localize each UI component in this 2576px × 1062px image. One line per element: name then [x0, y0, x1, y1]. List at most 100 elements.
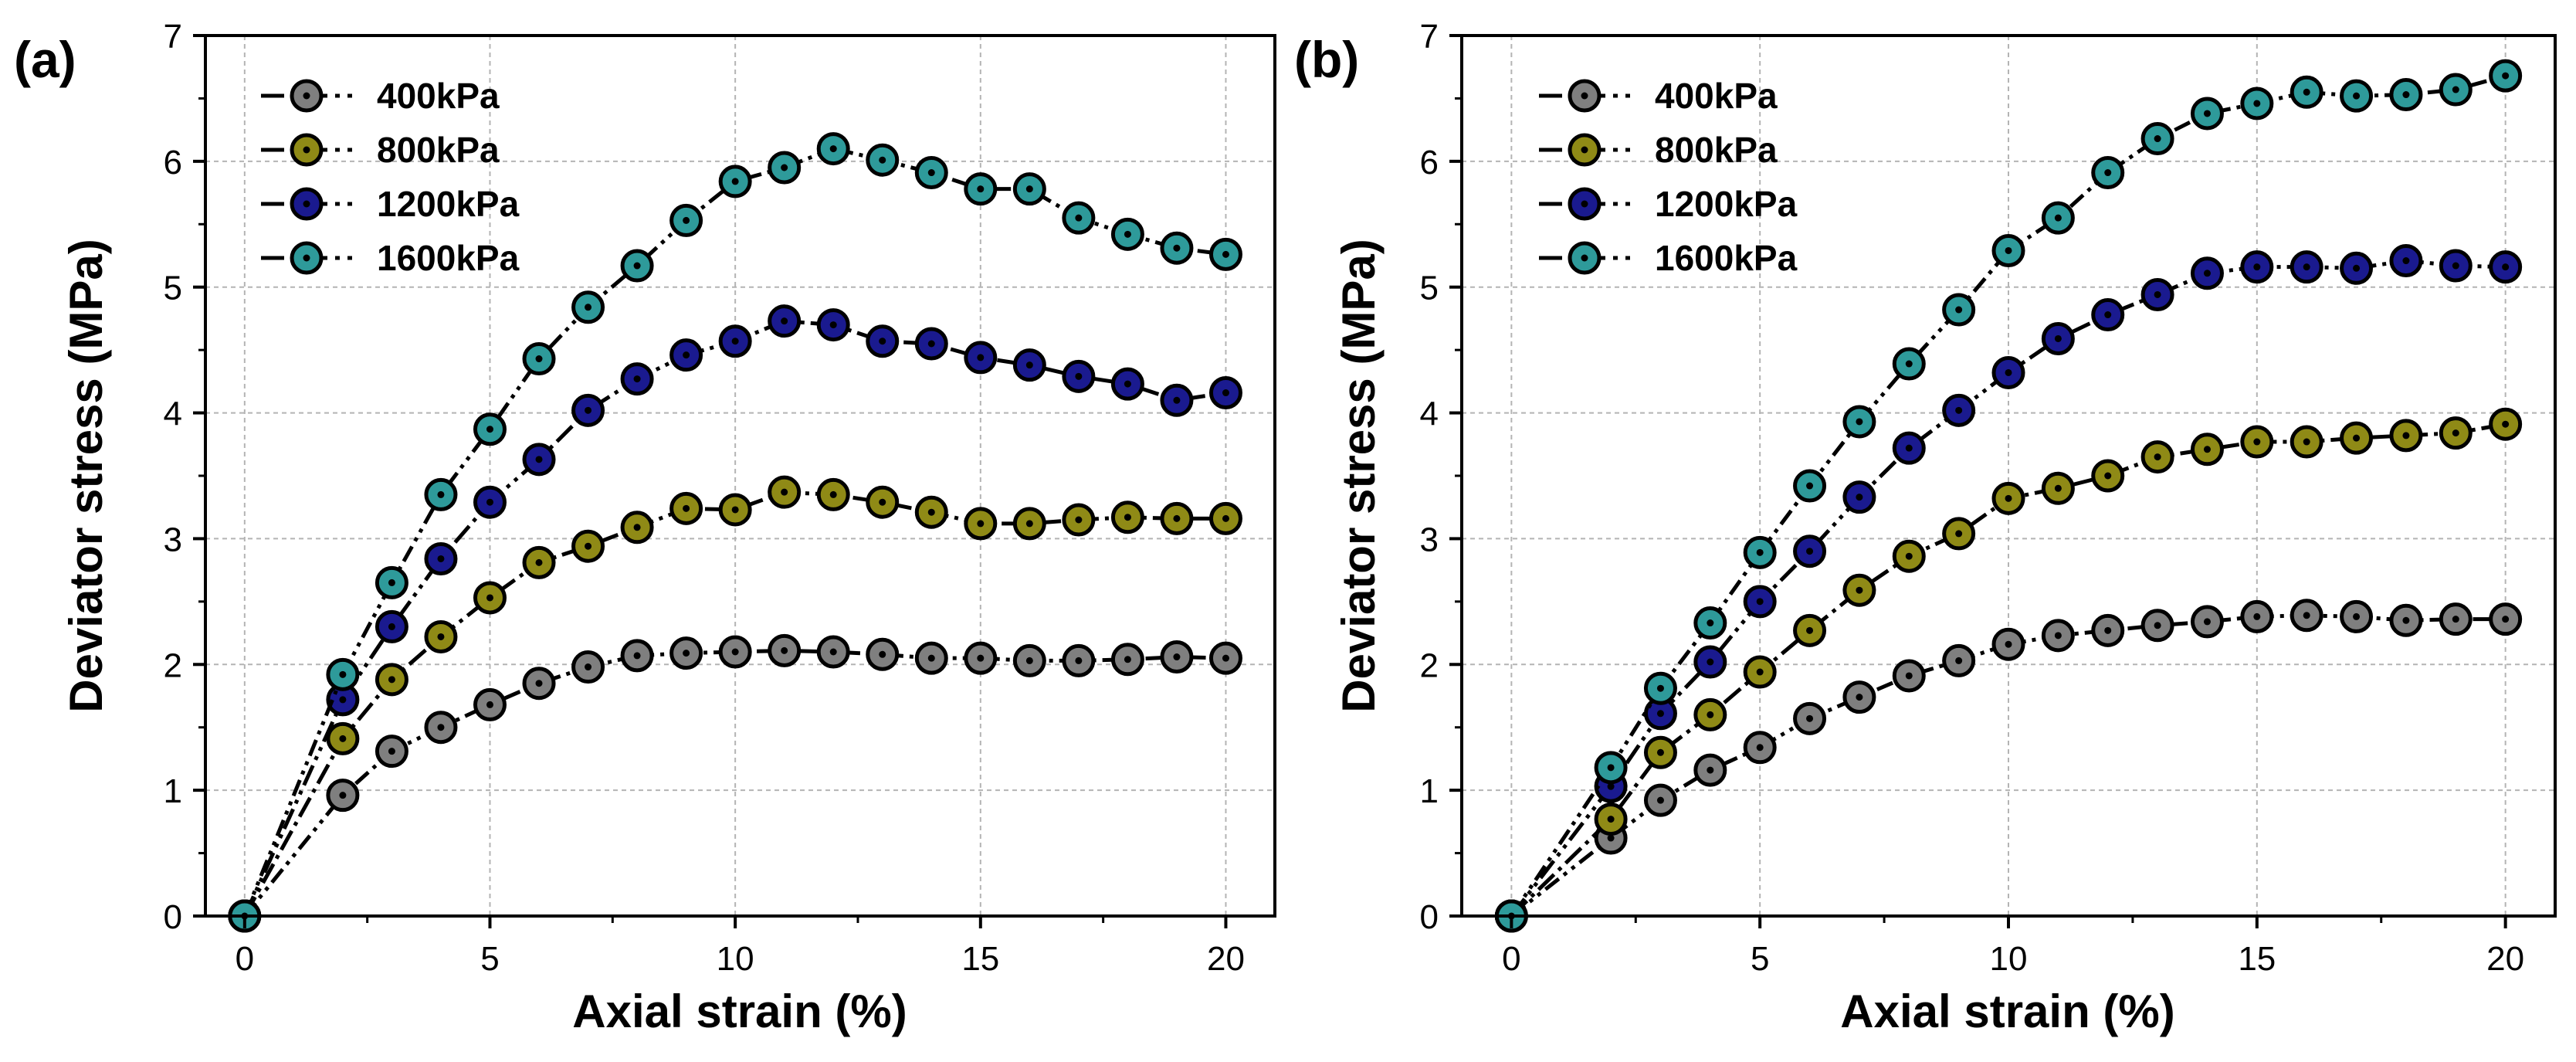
data-point [1942, 293, 1976, 327]
legend-marker [290, 133, 324, 167]
y-tick-label: 2 [1420, 646, 1439, 684]
series-layer [1494, 59, 2523, 933]
data-point [620, 362, 654, 396]
data-point [326, 657, 360, 691]
data-point [964, 172, 998, 206]
data-point [2091, 613, 2125, 647]
data-point [1743, 655, 1777, 689]
data-point [2240, 87, 2274, 120]
data-point [964, 641, 998, 675]
data-point [1110, 217, 1144, 251]
x-tick-label: 15 [961, 940, 999, 978]
data-point [669, 338, 703, 372]
data-point [2290, 599, 2323, 633]
y-tick-label: 7 [164, 18, 182, 56]
data-point [2439, 73, 2473, 107]
data-point [669, 491, 703, 525]
data-point [718, 493, 752, 527]
data-point [1160, 231, 1194, 265]
data-point [424, 619, 458, 653]
data-point [2190, 256, 2224, 290]
data-point [2439, 602, 2473, 636]
data-point [1991, 233, 2025, 267]
data-point [424, 711, 458, 745]
data-point [571, 393, 605, 427]
x-tick-label: 5 [1751, 940, 1769, 978]
data-point [2439, 416, 2473, 450]
data-point [1012, 643, 1046, 677]
data-point [1160, 383, 1194, 417]
data-point [1793, 534, 1827, 568]
data-point [2389, 244, 2423, 278]
data-point [1643, 783, 1677, 817]
data-point [1743, 535, 1777, 569]
data-point [866, 143, 900, 177]
data-point [2290, 425, 2323, 459]
legend-marker [290, 241, 324, 275]
y-axis-label: Deviator stress (MPa) [1333, 239, 1385, 713]
data-point [2240, 599, 2274, 633]
legend-marker [1568, 133, 1602, 167]
data-point [1110, 643, 1144, 677]
legend-label: 400kPa [377, 76, 500, 116]
data-point [2041, 471, 2075, 505]
data-point [768, 151, 802, 185]
y-tick-label: 6 [1420, 144, 1439, 182]
data-point [2340, 599, 2374, 633]
data-point [424, 541, 458, 575]
y-ticks: 0 1 2 3 4 5 6 7 [164, 18, 205, 936]
data-point [1208, 376, 1242, 410]
data-point [866, 485, 900, 519]
data-point [2140, 440, 2174, 474]
data-point [2340, 251, 2374, 285]
data-point [1842, 680, 1876, 714]
data-point [1693, 645, 1727, 679]
data-point [1743, 585, 1777, 619]
data-point [1594, 802, 1628, 836]
x-tick-label: 20 [2486, 940, 2524, 978]
panel-b: (b) 0 1 2 3 4 5 6 7 0 5 10 15 20 Deviator stress (M… [1294, 18, 2557, 1037]
legend-item-1600kpa: 1600kPa [1539, 238, 1798, 278]
data-point [2489, 602, 2523, 636]
data-point [1012, 172, 1046, 206]
data-point [620, 249, 654, 283]
data-point [1160, 501, 1194, 535]
y-tick-label: 5 [1420, 270, 1439, 307]
data-point [1842, 405, 1876, 439]
data-point [375, 565, 408, 599]
data-point [2489, 407, 2523, 441]
data-point [2140, 609, 2174, 643]
data-point [718, 324, 752, 358]
data-point [718, 635, 752, 669]
x-tick-label: 20 [1207, 940, 1245, 978]
legend: 400kPa 800kPa 1200kPa 1600kPa [1539, 76, 1798, 278]
legend-label: 1600kPa [1655, 238, 1798, 278]
x-ticks: 0 5 10 15 20 [1502, 916, 2524, 978]
legend-item-800kpa: 800kPa [1539, 130, 1778, 170]
data-point [1991, 481, 2025, 515]
data-point [2190, 605, 2224, 639]
data-point [424, 477, 458, 511]
data-point [1208, 237, 1242, 271]
legend-marker [1568, 79, 1602, 113]
data-point [964, 341, 998, 375]
data-point [964, 507, 998, 541]
data-point [866, 637, 900, 671]
data-point [816, 635, 850, 669]
y-ticks: 0 1 2 3 4 5 6 7 [1420, 18, 1462, 936]
data-point [2340, 421, 2374, 455]
data-point [326, 721, 360, 755]
y-tick-label: 4 [1420, 395, 1439, 433]
data-point [2240, 425, 2274, 459]
data-point [2240, 250, 2274, 284]
data-point [669, 203, 703, 237]
legend-label: 1200kPa [1655, 184, 1798, 224]
data-point [718, 165, 752, 198]
data-point [473, 581, 507, 615]
data-point [1693, 697, 1727, 731]
series-800kpa [1494, 407, 2523, 933]
panel-a: (a) 0 1 2 3 4 5 6 7 0 5 10 15 20 Deviator stress (M… [14, 18, 1276, 1037]
data-point [914, 495, 948, 529]
series-800kpa [228, 475, 1242, 933]
